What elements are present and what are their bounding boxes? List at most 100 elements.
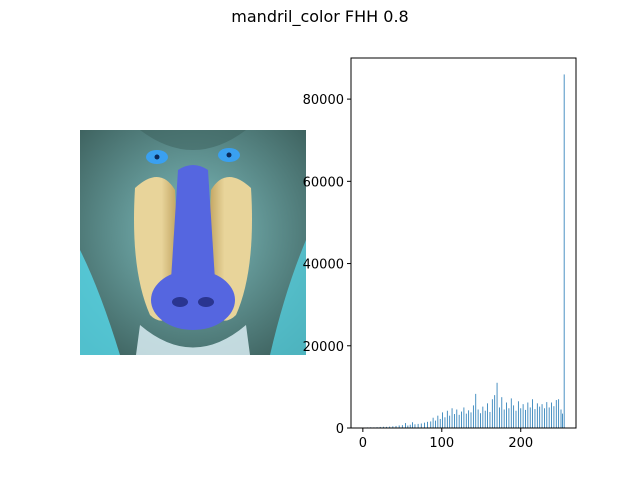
histogram-bar (427, 421, 428, 428)
histogram-bar (489, 411, 491, 428)
y-tick-label: 0 (336, 422, 344, 437)
x-axis-ticks: 0 100 200 (359, 428, 533, 451)
histogram-bar (414, 424, 416, 428)
histogram-bar (501, 397, 503, 428)
histogram-bar (522, 404, 524, 428)
histogram-bar (553, 406, 555, 428)
histogram-bar (477, 409, 479, 428)
x-tick-label: 200 (508, 436, 533, 451)
histogram-bar (389, 426, 391, 428)
histogram-bar (475, 393, 477, 428)
histogram-bar (430, 421, 432, 428)
histogram-bar (461, 411, 462, 428)
histogram-bar (499, 407, 500, 428)
mandrill-image (80, 130, 306, 355)
histogram-bar (458, 414, 460, 428)
histogram-bar (480, 413, 481, 428)
pupil-right (226, 152, 232, 158)
histogram-bar (536, 403, 538, 428)
muzzle (151, 270, 235, 330)
histogram-bar (551, 402, 552, 428)
histogram-bar (392, 426, 394, 428)
histogram-bar (517, 401, 519, 428)
histogram-bar (487, 403, 488, 428)
fur-cyan-left (80, 250, 120, 355)
histogram-bar (558, 399, 560, 428)
nose-bridge (171, 165, 215, 288)
histogram-bar (513, 405, 515, 428)
histogram-bars (364, 74, 565, 428)
histogram-bar (534, 409, 536, 428)
histogram-bar (439, 418, 441, 428)
pupil-left (154, 154, 160, 160)
histogram-bar (456, 409, 458, 428)
histogram-bar (548, 407, 550, 428)
histogram-bar (442, 412, 443, 428)
histogram-bar (409, 424, 411, 428)
histogram-bar (398, 425, 400, 428)
histogram-bar (395, 425, 397, 428)
histogram-bar (525, 409, 526, 428)
histogram-bar (496, 382, 498, 428)
fur-cyan-right (270, 240, 306, 355)
histogram-bar (468, 410, 470, 428)
histogram-bar (546, 402, 548, 428)
histogram-bar (544, 408, 545, 428)
histogram-bar (454, 414, 455, 428)
histogram-bar (446, 410, 448, 428)
figure-title: mandril_color FHH 0.8 (231, 7, 409, 26)
y-tick-label: 20000 (303, 340, 344, 355)
histogram-bar (520, 408, 522, 428)
histogram-bar (510, 398, 512, 428)
y-axis-ticks: 0 20000 40000 60000 80000 (303, 93, 351, 437)
x-tick-label: 100 (429, 436, 454, 451)
histogram-bar (451, 408, 453, 428)
histogram-bar (506, 402, 507, 428)
histogram-bar (417, 423, 419, 428)
y-tick-label: 40000 (303, 258, 344, 273)
histogram-bar (435, 420, 436, 428)
histogram-bar (508, 408, 510, 428)
plot-frame (350, 57, 577, 429)
histogram-bar (515, 410, 517, 428)
histogram-bar (482, 406, 484, 428)
nostril-right (198, 297, 214, 307)
x-tick-label: 0 (359, 436, 367, 451)
forehead-dark (140, 130, 246, 150)
histogram-bar (539, 406, 541, 428)
histogram-bar (432, 417, 434, 428)
histogram-bar (560, 409, 562, 428)
histogram-bar (529, 407, 531, 428)
histogram-bar (491, 399, 493, 428)
histogram-bar (562, 413, 563, 428)
histogram-bar (503, 409, 505, 428)
histogram-bar (484, 410, 486, 428)
histogram-bar (407, 425, 409, 428)
histogram-bar (382, 426, 384, 428)
histogram-bar (463, 407, 465, 428)
histogram-bar (437, 415, 439, 428)
beard (136, 325, 250, 355)
histogram-bar (563, 74, 565, 428)
histogram-bar (424, 422, 425, 428)
histogram-bar (465, 413, 467, 428)
histogram-bar (420, 423, 422, 428)
histogram-bar (444, 417, 446, 428)
histogram-bar (527, 402, 529, 428)
y-tick-label: 80000 (303, 93, 344, 108)
histogram-bar (472, 405, 474, 428)
histogram-bar (401, 425, 403, 428)
histogram-bar (379, 426, 381, 428)
histogram-bar (541, 404, 543, 428)
nostril-left (172, 297, 188, 307)
histogram-bar (449, 415, 451, 428)
y-tick-label: 60000 (303, 175, 344, 190)
histogram-bar (494, 395, 496, 428)
histogram-bar (386, 426, 387, 428)
histogram-bar (412, 422, 413, 428)
histogram-bar (470, 412, 472, 428)
plot-area (351, 58, 576, 428)
histogram-bar (555, 400, 557, 428)
histogram-bar (405, 423, 406, 428)
